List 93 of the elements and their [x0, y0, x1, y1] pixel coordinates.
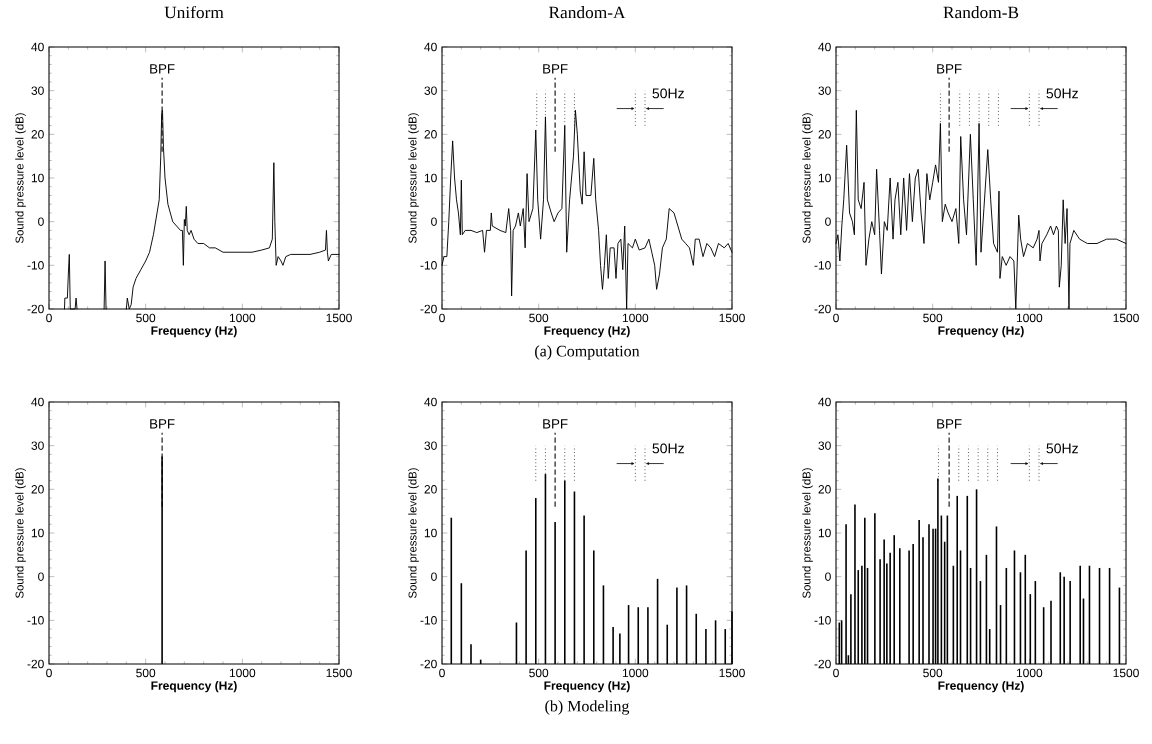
- x-tick-label: 1500: [719, 313, 745, 323]
- text: (b) Modeling: [545, 700, 630, 715]
- y-tick-label: 20: [424, 485, 437, 494]
- y-tick-label: 20: [31, 485, 44, 494]
- x-tick-label: 1500: [326, 668, 352, 678]
- y-axis-title: Sound pressure level (dB): [15, 468, 26, 598]
- ref-line-label: BPF: [543, 64, 568, 74]
- ref-line-label: BPF: [543, 419, 568, 429]
- x-tick-label: 0: [833, 313, 839, 323]
- y-tick-label: -10: [27, 616, 44, 625]
- y-tick-label: 0: [431, 217, 437, 226]
- y-tick-label: 0: [38, 217, 44, 226]
- y-axis-title: Sound pressure level (dB): [15, 113, 26, 243]
- y-tick-label: 0: [825, 572, 831, 581]
- x-tick-label: 0: [439, 668, 445, 678]
- ref-line-label: BPF: [150, 419, 175, 429]
- y-axis-title: Sound pressure level (dB): [802, 468, 813, 598]
- y-tick-label: 0: [38, 572, 44, 581]
- y-tick-label: 20: [818, 130, 831, 139]
- ref-line-label: 50Hz: [1046, 88, 1078, 99]
- y-tick-label: -10: [420, 261, 437, 270]
- y-tick-label: 20: [818, 485, 831, 494]
- y-tick-label: 20: [31, 130, 44, 139]
- y-tick-label: -20: [420, 659, 437, 669]
- y-tick-label: 40: [31, 42, 44, 52]
- y-tick-label: 40: [818, 42, 831, 52]
- y-axis-title: Sound pressure level (dB): [802, 113, 813, 243]
- x-axis-title: Frequency (Hz): [544, 326, 630, 338]
- y-tick-label: 10: [424, 173, 437, 183]
- x-tick-label: 1000: [229, 668, 256, 678]
- text: (a) Computation: [535, 345, 640, 360]
- x-tick-label: 0: [833, 668, 839, 678]
- y-tick-label: -20: [814, 304, 831, 314]
- y-tick-label: 0: [825, 217, 831, 226]
- y-tick-label: -10: [27, 261, 44, 270]
- y-tick-label: 10: [818, 173, 831, 183]
- y-tick-label: 10: [31, 528, 44, 538]
- y-tick-label: 0: [431, 572, 437, 581]
- y-tick-label: -20: [814, 659, 831, 669]
- x-tick-label: 1500: [326, 313, 352, 323]
- y-tick-label: -20: [27, 304, 44, 314]
- y-tick-label: 30: [31, 86, 44, 95]
- y-tick-label: 40: [818, 397, 831, 407]
- x-tick-label: 1000: [622, 668, 649, 678]
- x-axis-title: Frequency (Hz): [938, 681, 1024, 693]
- y-tick-label: 30: [818, 441, 831, 450]
- y-tick-label: -10: [814, 616, 831, 625]
- y-axis-title: Sound pressure level (dB): [408, 468, 419, 598]
- y-tick-label: -10: [420, 616, 437, 625]
- y-tick-label: 10: [31, 173, 44, 183]
- x-tick-label: 500: [529, 668, 549, 678]
- ref-line-label: BPF: [937, 64, 962, 74]
- y-tick-label: 30: [31, 441, 44, 450]
- y-tick-label: 30: [424, 441, 437, 450]
- x-tick-label: 1000: [1016, 313, 1043, 323]
- y-tick-label: -20: [420, 304, 437, 314]
- y-tick-label: 30: [818, 86, 831, 95]
- ref-line-label: 50Hz: [652, 443, 684, 454]
- ref-line-label: 50Hz: [1046, 443, 1078, 454]
- x-tick-label: 1500: [1113, 668, 1139, 678]
- x-tick-label: 500: [136, 668, 156, 678]
- y-tick-label: 40: [424, 42, 437, 52]
- x-tick-label: 1500: [719, 668, 745, 678]
- y-tick-label: 20: [424, 130, 437, 139]
- x-tick-label: 1000: [1016, 668, 1043, 678]
- x-tick-label: 0: [439, 313, 445, 323]
- x-axis-title: Frequency (Hz): [151, 326, 237, 338]
- y-tick-label: -10: [814, 261, 831, 270]
- y-tick-label: 10: [424, 528, 437, 538]
- x-axis-title: Frequency (Hz): [151, 681, 237, 693]
- x-tick-label: 1000: [622, 313, 649, 323]
- y-tick-label: 40: [424, 397, 437, 407]
- x-tick-label: 1000: [229, 313, 256, 323]
- ref-line-label: BPF: [937, 419, 962, 429]
- x-axis-title: Frequency (Hz): [544, 681, 630, 693]
- x-tick-label: 0: [46, 668, 52, 678]
- x-axis-title: Frequency (Hz): [938, 326, 1024, 338]
- chart-title: Random-B: [943, 6, 1019, 19]
- x-tick-label: 500: [923, 313, 943, 323]
- chart-title: Random-A: [549, 6, 626, 19]
- x-tick-label: 500: [529, 313, 549, 323]
- ref-line-label: 50Hz: [652, 88, 684, 99]
- ref-line-label: BPF: [150, 64, 175, 74]
- x-tick-label: 1500: [1113, 313, 1139, 323]
- chart-title: Uniform: [164, 5, 224, 19]
- y-tick-label: 40: [31, 397, 44, 407]
- y-tick-label: 30: [424, 86, 437, 95]
- y-tick-label: -20: [27, 659, 44, 669]
- x-tick-label: 500: [923, 668, 943, 678]
- x-tick-label: 500: [136, 313, 156, 323]
- y-tick-label: 10: [818, 528, 831, 538]
- x-tick-label: 0: [46, 313, 52, 323]
- y-axis-title: Sound pressure level (dB): [408, 113, 419, 243]
